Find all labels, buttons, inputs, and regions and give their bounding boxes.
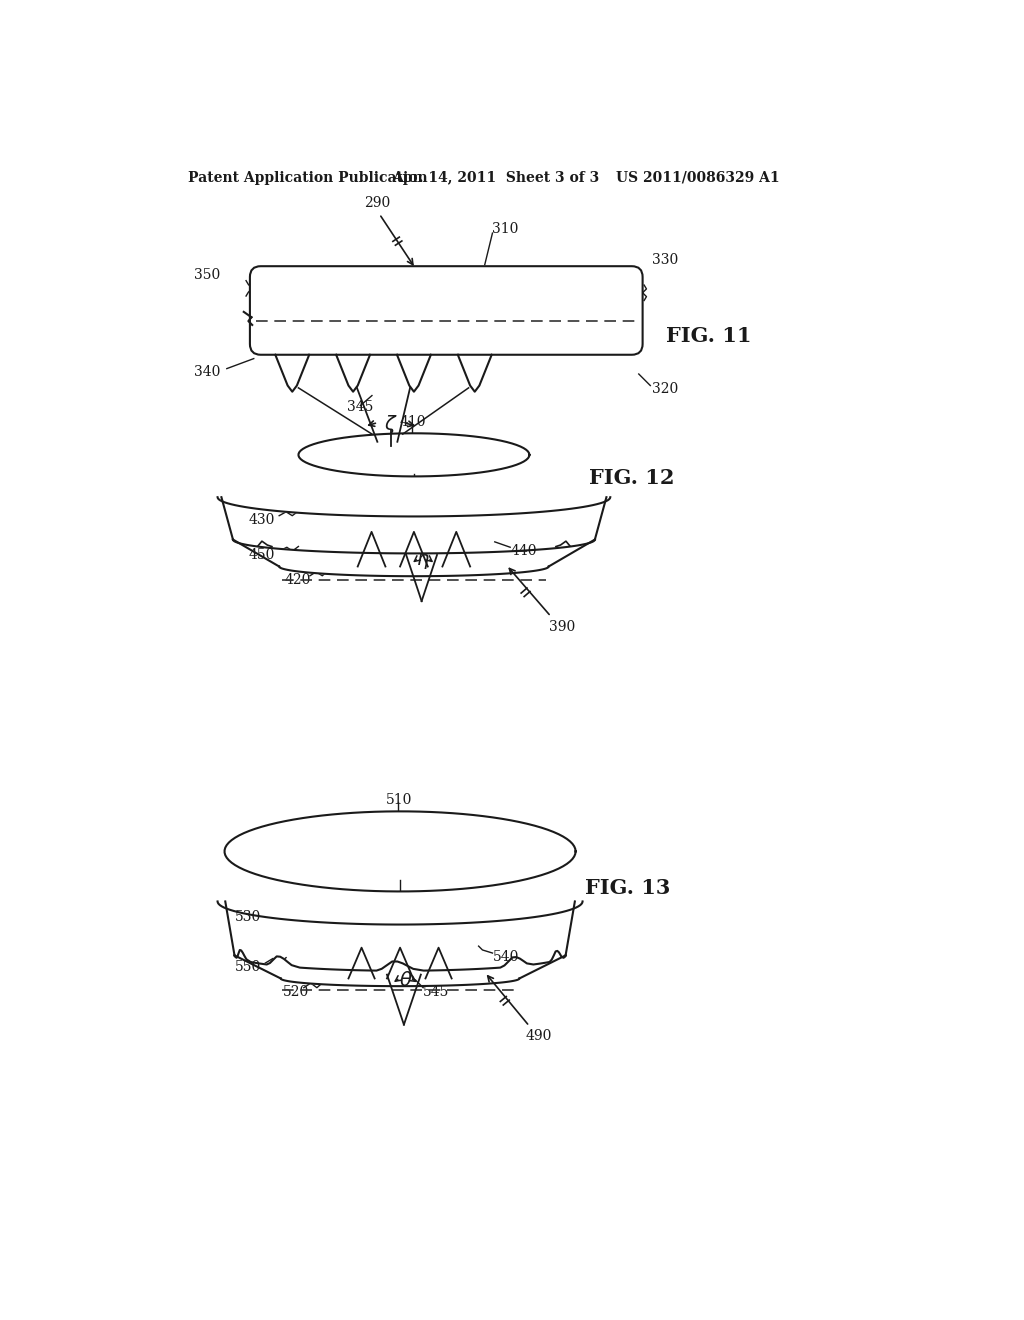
Text: 520: 520 <box>283 985 309 999</box>
FancyBboxPatch shape <box>250 267 643 355</box>
Polygon shape <box>224 812 575 891</box>
Text: 340: 340 <box>195 364 221 379</box>
Text: US 2011/0086329 A1: US 2011/0086329 A1 <box>615 170 779 185</box>
Text: 540: 540 <box>493 950 519 964</box>
Polygon shape <box>217 498 610 516</box>
Text: 330: 330 <box>652 253 678 267</box>
Text: FIG. 12: FIG. 12 <box>589 469 674 488</box>
Text: 345: 345 <box>346 400 373 414</box>
Text: 545: 545 <box>423 985 450 999</box>
Text: 440: 440 <box>510 544 537 558</box>
Text: 420: 420 <box>285 573 311 587</box>
Text: FIG. 11: FIG. 11 <box>666 326 752 346</box>
Text: 320: 320 <box>652 383 678 396</box>
Text: FIG. 13: FIG. 13 <box>585 878 671 898</box>
Text: 310: 310 <box>493 222 519 236</box>
Text: 530: 530 <box>234 909 261 924</box>
Text: 430: 430 <box>249 513 274 527</box>
Text: Patent Application Publication: Patent Application Publication <box>188 170 428 185</box>
Text: 410: 410 <box>400 414 427 429</box>
Text: $\theta$: $\theta$ <box>398 972 413 990</box>
Text: 350: 350 <box>195 268 221 282</box>
Text: 510: 510 <box>386 793 413 807</box>
Text: Apr. 14, 2011  Sheet 3 of 3: Apr. 14, 2011 Sheet 3 of 3 <box>392 170 600 185</box>
Polygon shape <box>234 950 565 986</box>
Text: 290: 290 <box>364 197 390 210</box>
Text: 490: 490 <box>525 1030 552 1043</box>
Text: $\zeta$: $\zeta$ <box>384 413 398 437</box>
Text: 390: 390 <box>549 619 574 634</box>
Polygon shape <box>299 433 529 477</box>
Polygon shape <box>233 540 595 577</box>
Text: 550: 550 <box>234 960 261 974</box>
Polygon shape <box>217 902 583 924</box>
Text: $\eta$: $\eta$ <box>417 552 430 570</box>
Text: 450: 450 <box>249 548 274 562</box>
